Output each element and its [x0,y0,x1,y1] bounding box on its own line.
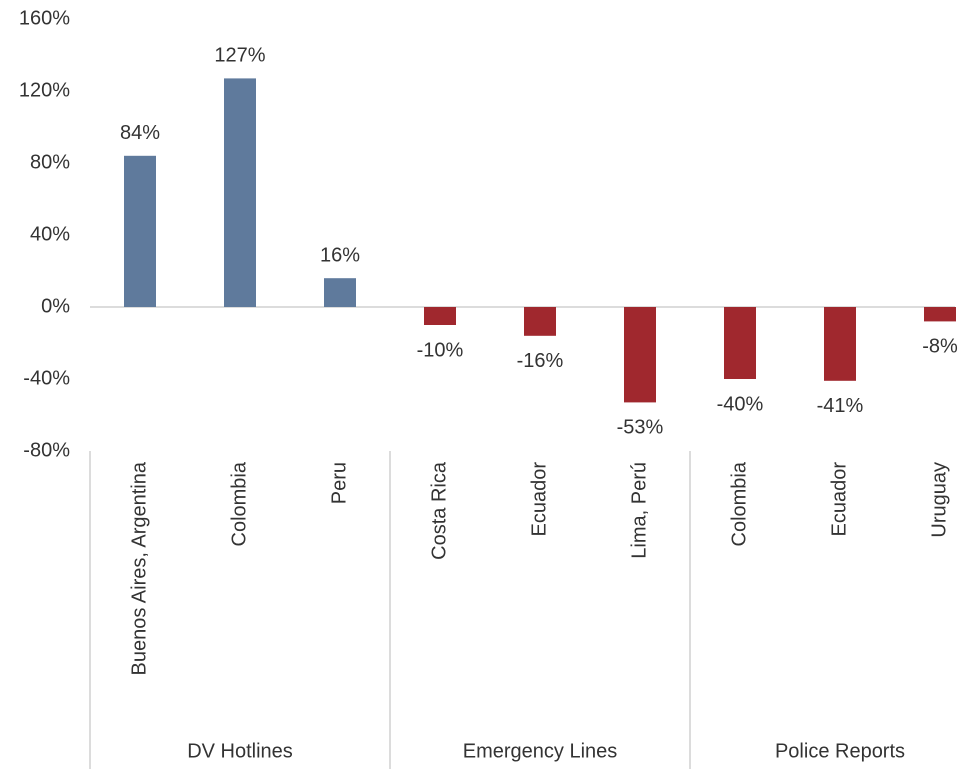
bar [524,307,556,336]
y-tick-label: -80% [23,439,70,461]
bar [324,278,356,307]
y-tick-label: 0% [41,295,70,317]
y-tick-label: 160% [19,7,70,29]
data-label: -40% [717,393,764,415]
x-tick-label: Colombia [228,461,250,546]
x-tick-label: Lima, Perú [628,462,650,559]
data-label: -8% [922,336,958,358]
data-label: 84% [120,122,160,144]
group-label: Police Reports [775,740,905,762]
bar [224,78,256,308]
x-tick-label: Buenos Aires, Argentina [128,461,150,675]
bar [424,307,456,325]
bar [124,155,156,307]
x-tick-label: Uruguay [928,462,950,538]
bar [724,307,756,379]
data-label: -10% [417,339,464,361]
x-tick-label: Ecuador [828,462,850,537]
y-tick-label: 80% [30,151,70,173]
data-label: -16% [517,350,564,372]
group-label: DV Hotlines [187,740,293,762]
data-label: 127% [214,45,265,67]
bar [824,307,856,381]
x-tick-label: Colombia [728,461,750,546]
data-label: -53% [617,417,664,439]
y-tick-label: -40% [23,367,70,389]
x-tick-label: Ecuador [528,462,550,537]
data-label: -41% [817,395,864,417]
group-label: Emergency Lines [463,740,618,762]
bar [924,307,956,322]
bar [624,307,656,403]
data-label: 16% [320,244,360,266]
y-tick-label: 40% [30,223,70,245]
y-tick-label: 120% [19,79,70,101]
x-tick-label: Peru [328,462,350,504]
x-tick-label: Costa Rica [428,461,450,560]
